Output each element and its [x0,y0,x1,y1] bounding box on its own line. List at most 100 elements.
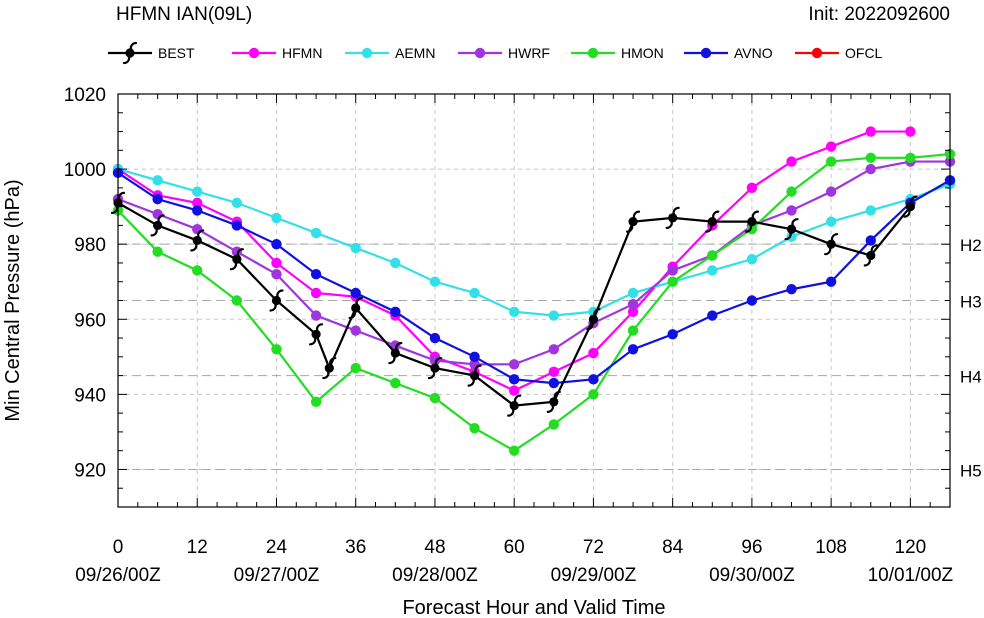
x-tick-label: 72 [583,537,604,558]
best-track-point [427,356,443,380]
chart-title: HFMN IAN(09L) [116,4,252,25]
best-track-point [546,390,561,413]
point-avno [310,269,322,280]
legend-entry-hfmn: HFMN [232,45,322,61]
x-tick-label: 108 [815,537,847,558]
point-hmon [667,276,678,287]
point-aemn [310,227,322,239]
hurricane-eye [351,303,361,313]
x-tick-label: 120 [895,537,927,558]
point-aemn [508,306,520,317]
x-date-label: 10/01/00Z [868,565,954,586]
best-track-point [467,364,482,387]
hurricane-eye [707,217,717,227]
point-hwrf [865,163,876,175]
point-hwrf [667,265,678,276]
point-hmon [192,265,203,276]
legend-entry-avno: AVNO [684,45,773,61]
hurricane-eye [588,314,599,324]
hurricane-eye [232,254,242,264]
legend-label: OFCL [845,45,883,61]
hurricane-eye [628,217,638,227]
point-hfmn [588,347,599,359]
point-aemn [390,257,401,269]
hurricane-eye [271,295,282,306]
hurricane-eye [905,202,915,212]
point-hmon [152,246,163,257]
y-tick-label: 960 [74,310,106,331]
legend-label: HFMN [282,45,322,61]
point-aemn [746,254,758,265]
hurricane-eye [390,348,400,358]
category-label: H3 [960,293,982,312]
point-hwrf [508,359,520,370]
x-date-label: 09/27/00Z [234,565,320,586]
point-avno [786,284,797,295]
point-hmon [825,156,837,167]
best-track-point [507,394,522,417]
category-label: H5 [960,461,982,480]
legend-entry-hwrf: HWRF [458,45,550,61]
y-tick-label: 920 [74,460,106,481]
point-hwrf [310,310,322,321]
legend-marker [587,47,599,59]
best-track-point [625,210,641,233]
point-hfmn [271,257,282,269]
point-aemn [627,287,639,299]
best-track-point [322,356,337,380]
point-aemn [231,197,243,209]
best-track-point [308,323,324,346]
series-avno [112,167,956,389]
point-avno [152,193,163,205]
best-track-point [388,341,403,365]
series-line-hmon [117,152,951,452]
point-avno [192,205,203,216]
hurricane-eye [826,239,836,249]
point-hfmn [786,156,797,167]
point-avno [825,276,837,287]
x-axis-label: Forecast Hour and Valid Time [402,597,665,618]
point-hmon [865,152,876,164]
hurricane-eye [668,213,678,223]
point-hmon [786,186,797,197]
point-hwrf [825,186,837,197]
x-tick-label: 60 [504,537,525,558]
series-hmon [112,148,956,456]
point-hmon [508,445,520,456]
hurricane-icon [122,41,138,65]
best-track-point [903,195,918,218]
category-label: H4 [960,368,982,387]
point-hmon [469,422,480,434]
axes: 0 12 24 36 48 60 72 84 96 108 120 09/26/00Z 09/27/00… [64,85,954,586]
point-avno [429,332,441,344]
y-tick-label: 940 [74,385,106,406]
legend-entry-best: BEST [108,41,195,65]
x-date-label: 09/26/00Z [75,565,161,586]
legend-label: AEMN [395,45,435,61]
legend-marker [700,47,712,59]
hurricane-eye [153,220,163,231]
best-track-point [348,296,363,320]
point-avno [469,351,480,363]
point-hfmn [627,306,639,317]
hurricane-eye [509,401,519,411]
legend-label: BEST [158,45,195,61]
legend-marker [811,47,823,59]
legend-marker [248,47,260,59]
point-aemn [865,205,876,216]
point-hwrf [548,344,560,355]
point-hmon [429,392,441,404]
legend-marker [361,47,373,59]
hurricane-eye [469,370,480,381]
point-hfmn [825,141,837,152]
point-avno [350,287,361,299]
legend-label: HMON [621,45,664,61]
x-tick-label: 36 [345,537,366,558]
point-aemn [350,242,361,254]
y-tick-label: 1000 [64,160,106,181]
best-track-point [744,210,760,233]
category-lines: H2 H3 H4 H5 [118,236,982,480]
point-aemn [152,175,163,186]
point-hmon [390,377,401,389]
